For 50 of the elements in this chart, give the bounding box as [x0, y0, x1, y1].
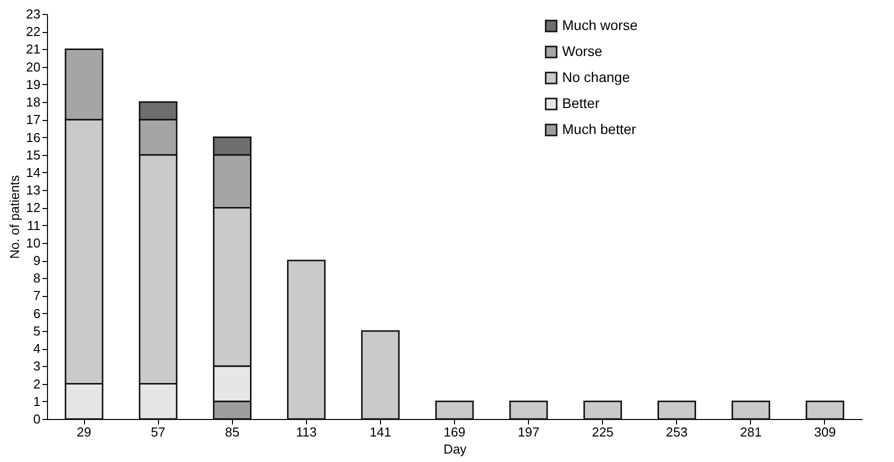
y-tick-label: 22 [26, 24, 40, 40]
y-tick-label: 1 [33, 394, 40, 409]
legend-label: Much worse [562, 17, 638, 33]
y-tick-label: 16 [26, 130, 40, 145]
bar [583, 400, 622, 420]
y-tick-label: 20 [26, 59, 40, 74]
y-axis-title: No. of patients [7, 174, 22, 259]
bar [732, 400, 770, 420]
legend-label: Much better [562, 121, 636, 137]
x-tick-label: 225 [592, 424, 614, 440]
bar [806, 400, 844, 420]
y-tick-label: 12 [26, 200, 40, 216]
y-tick-label: 6 [33, 306, 40, 321]
y-tick-label: 8 [33, 270, 40, 286]
x-tick-label: 169 [444, 424, 466, 440]
x-tick-label: 281 [740, 424, 762, 440]
y-tick-label: 19 [26, 76, 40, 92]
x-tick-label: 309 [814, 424, 836, 440]
y-tick-label: 4 [33, 341, 40, 356]
y-tick-label: 21 [26, 42, 40, 57]
y-tick-label: 17 [26, 112, 40, 128]
y-tick-label: 5 [33, 323, 40, 338]
bar [287, 260, 326, 420]
x-tick-label: 113 [296, 424, 317, 440]
y-tick-label: 13 [26, 182, 40, 198]
y-tick-label: 18 [26, 94, 40, 110]
x-tick-label: 57 [150, 424, 166, 440]
y-tick-label: 23 [26, 6, 40, 22]
legend-label: Worse [562, 43, 603, 59]
y-tick-label: 14 [26, 164, 40, 180]
y-tick-label: 3 [33, 358, 40, 374]
legend-label: Better [562, 95, 600, 111]
y-tick-label: 9 [33, 253, 40, 268]
x-axis-title: Day [443, 442, 468, 456]
bar [658, 400, 696, 420]
bar [435, 400, 474, 420]
x-tick-label: 85 [224, 424, 240, 440]
y-tick-label: 7 [33, 288, 40, 304]
y-tick-label: 2 [33, 376, 40, 392]
y-tick-label: 0 [33, 412, 40, 426]
y-tick-label: 11 [27, 218, 40, 233]
x-tick-label: 197 [518, 424, 540, 440]
y-tick-label: 15 [26, 147, 40, 162]
bar [509, 400, 548, 420]
x-tick-label: 253 [666, 424, 688, 440]
bar [361, 330, 400, 420]
y-tick-label: 10 [26, 235, 40, 250]
legend-label: No change [562, 69, 630, 85]
x-tick-label: 141 [370, 424, 392, 440]
x-tick-label: 29 [76, 424, 92, 440]
